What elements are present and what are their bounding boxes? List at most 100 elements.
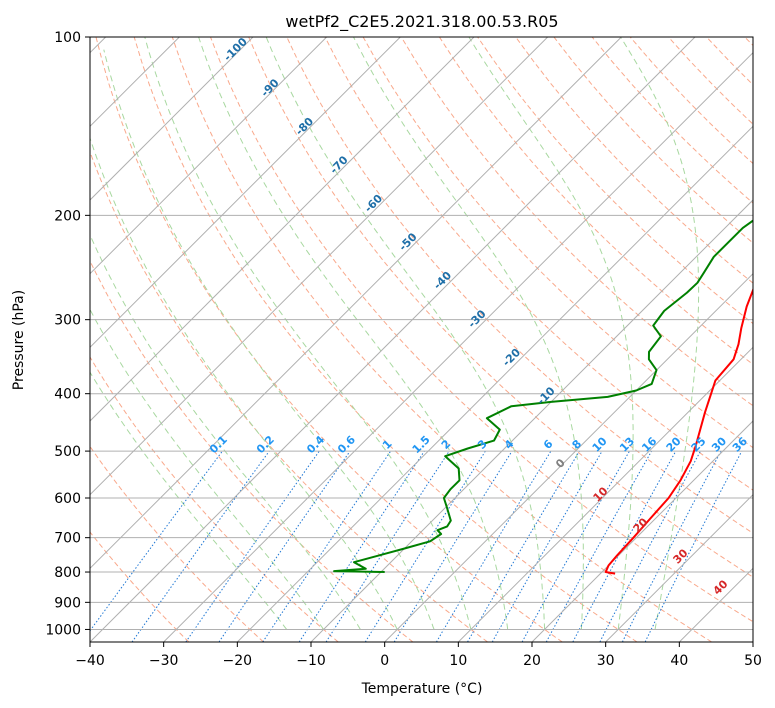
dewpoint-profile-line [333,219,753,573]
isotherm-line [236,125,753,642]
x-tick-label: 50 [744,653,762,669]
mixing-ratio-label: 6 [541,437,556,452]
x-tick-label: 0 [380,653,389,669]
dry-adiabat-label: 40 [711,577,731,597]
dry-adiabat-label: 10 [591,484,611,504]
dry-adiabat-label: -20 [500,346,523,369]
mixing-ratio-line [435,450,552,642]
dry-adiabat-label: -100 [221,35,250,64]
isotherm-line [163,51,753,642]
dry-adiabat-line [400,37,753,407]
isotherm-line [605,493,753,642]
plot-frame [89,36,754,643]
mixing-ratio-line [262,450,392,642]
x-tick-label: 30 [597,653,615,669]
chart-title: wetPf2_C2E5.2021.318.00.53.R05 [285,12,558,32]
mixing-ratio-label: 2 [439,437,454,452]
mixing-ratio-label: 0.4 [304,433,327,456]
mixing-ratio-label: 8 [570,437,585,452]
mixing-ratio-label: 3 [475,437,490,452]
y-tick-label: 500 [54,444,81,460]
mixing-ratio-label: 0.2 [254,433,277,456]
y-tick-label: 1000 [45,622,81,638]
dry-adiabat-label: -50 [396,230,419,253]
mixing-ratio-line [218,450,351,642]
mixing-ratio-label: 1.5 [410,433,433,456]
x-tick-label: −40 [75,653,105,669]
mixing-ratio-label: 25 [689,435,709,455]
mixing-ratio-line [545,450,653,642]
isotherm-line [384,272,753,642]
mixing-ratio-line [393,450,513,642]
dry-adiabat-label: -30 [465,307,488,330]
dry-adiabat-label: -90 [258,76,281,99]
isotherm-line [457,346,753,642]
dry-adiabat-line [90,531,190,642]
isotherm-line [90,37,475,422]
moist-adiabat-line [144,37,472,630]
dry-adiabat-line [90,356,339,642]
x-tick-label: 10 [449,653,467,669]
y-tick-label: 600 [54,491,81,507]
dry-adiabat-label: 20 [631,515,651,535]
x-tick-label: −10 [296,653,326,669]
moist-adiabat-line [265,37,546,630]
mixing-ratio-line [325,450,450,642]
isotherm-line [90,37,622,570]
isotherm-line [90,37,254,201]
moist-adiabat-line [620,37,700,630]
dry-adiabat-line [90,445,264,642]
dry-adiabat-line [744,37,753,47]
mixing-ratio-label: 0.6 [335,433,358,456]
mixing-ratio-line [185,450,320,642]
moist-adiabat-line [90,136,398,630]
moist-adiabat-line [90,371,288,630]
isotherm-line [678,567,753,642]
moist-adiabat-line [90,308,324,630]
dry-adiabat-label: -60 [362,192,385,215]
dry-adiabat-line [362,37,753,449]
temperature-profile-line [604,287,753,575]
dry-adiabat-line [553,37,753,244]
dry-adiabat-label: -70 [327,153,350,176]
moist-adiabat-line [198,37,509,630]
dry-adiabat-line [171,37,712,642]
dry-adiabat-line [515,37,753,284]
y-tick-label: 700 [54,531,81,547]
moist-adiabat-line [103,49,435,630]
x-tick-label: −30 [149,653,179,669]
dry-adiabat-line [90,259,414,642]
mixing-ratio-line [644,450,743,642]
dry-adiabat-label: 0 [553,456,568,471]
dry-adiabat-line [95,37,563,642]
y-tick-label: 400 [54,387,81,403]
isotherm-line [90,37,696,642]
x-tick-label: 40 [670,653,688,669]
dry-adiabat-line [90,150,488,642]
mixing-ratio-line [572,450,677,642]
dry-adiabat-label: -40 [431,269,454,292]
isotherm-line [90,37,401,349]
y-tick-label: 900 [54,595,81,611]
x-axis-label: Temperature (°C) [361,681,483,697]
y-tick-label: 800 [54,565,81,581]
moist-adiabat-line [353,37,584,630]
mixing-ratio-line [521,450,630,642]
isotherm-line [90,37,328,275]
dry-adiabat-line [324,37,753,491]
y-tick-label: 300 [54,313,81,329]
moist-adiabat-line [90,233,361,630]
mixing-ratio-line [298,450,425,642]
moist-adiabat-line [468,37,634,630]
dry-adiabat-line [706,37,753,86]
mixing-ratio-line [131,450,270,642]
mixing-ratio-label: 1 [380,437,395,452]
x-axis: −40 −30 −20 −10 0 10 20 30 40 50 [75,642,762,669]
x-tick-label: −20 [223,653,253,669]
dry-adiabat-label: 30 [671,546,691,566]
isotherm-line [531,420,753,642]
isotherm-line [90,37,549,496]
isotherm-line [310,199,753,642]
x-tick-label: 20 [523,653,541,669]
